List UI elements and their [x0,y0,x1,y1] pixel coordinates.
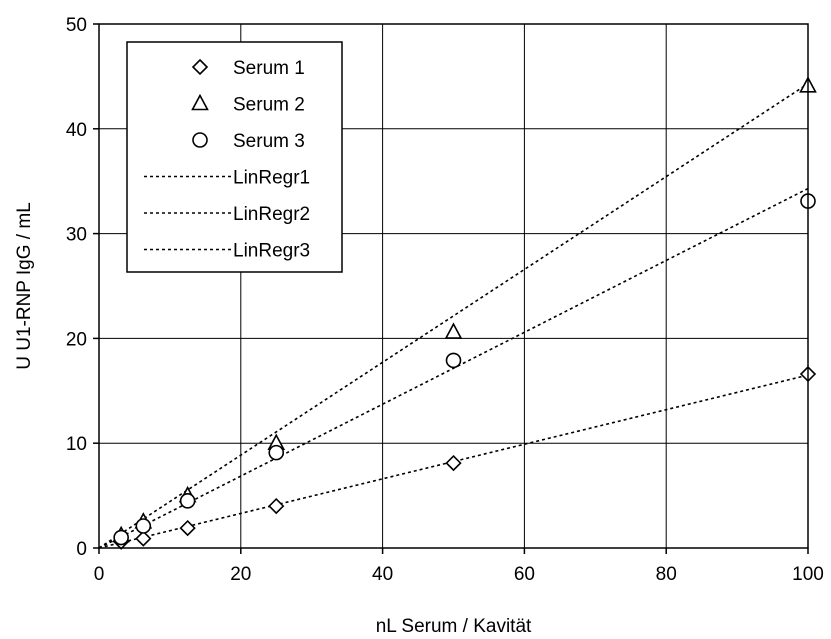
diamond-point [445,454,462,472]
diamond-point [268,497,285,515]
diamond-point [179,519,196,537]
circle-point [268,444,285,461]
legend-triangle-symbol [191,93,209,111]
legend-label: LinRegr2 [233,204,310,225]
y-tick-label: 10 [66,434,87,455]
legend-circle-symbol [192,132,208,148]
axis-ticks: 0 20 40 60 80 100 0 10 20 30 40 50 [66,15,824,585]
legend-label: Serum 3 [233,131,305,152]
x-axis-label: nL Serum / Kavität [376,616,532,637]
circle-point [179,493,196,509]
x-tick-label: 0 [94,564,105,585]
x-tick-label: 40 [372,564,393,585]
plot-frame [98,23,809,549]
circle-point [445,352,462,369]
grid [98,23,809,549]
x-tick-label: 100 [792,564,824,585]
legend-label: Serum 2 [233,95,305,116]
y-axis-label: U U1-RNP IgG / mL [14,202,35,370]
legend-box [126,41,343,273]
y-tick-label: 0 [76,539,87,560]
triangle-point [444,322,463,339]
y-tick-label: 30 [66,225,87,246]
legend: Serum 1 Serum 2 Serum 3 LinRegr1 LinRegr2 Lin… [126,41,343,273]
legend-diamond-symbol [191,58,209,76]
data-points [112,76,817,550]
regression-line [98,187,809,549]
regression-line [98,374,809,549]
diamond-point [135,530,152,547]
legend-label: LinRegr3 [233,241,310,262]
y-tick-label: 50 [66,15,87,36]
x-tick-label: 80 [656,564,677,585]
x-tick-label: 20 [230,564,251,585]
y-tick-label: 20 [66,329,87,350]
x-tick-label: 60 [514,564,535,585]
regression-lines [98,83,809,549]
legend-label: Serum 1 [233,58,305,79]
legend-label: LinRegr1 [233,168,310,189]
circle-point [113,529,129,546]
y-tick-label: 40 [66,120,87,141]
circle-point [135,518,152,534]
